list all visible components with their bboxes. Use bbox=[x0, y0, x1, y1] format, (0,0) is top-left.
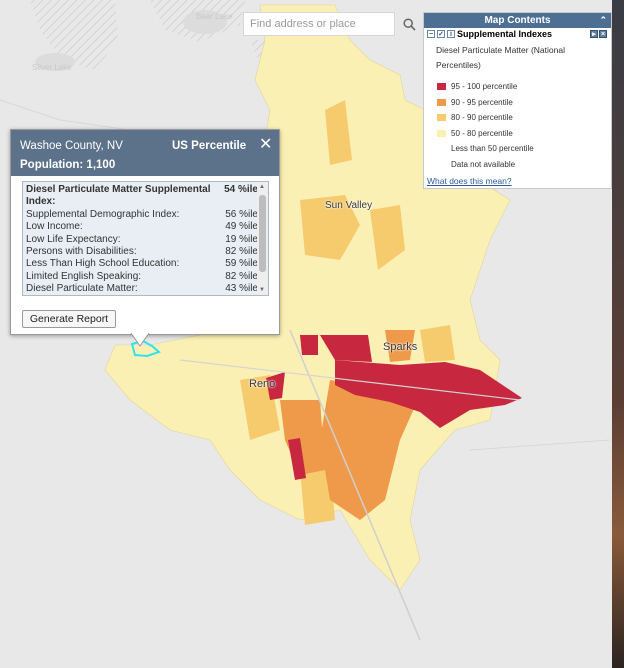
scroll-down-icon[interactable]: ▼ bbox=[259, 287, 265, 293]
popup-row-value: 54 %ile bbox=[224, 184, 258, 195]
remove-layer-icon[interactable]: × bbox=[599, 30, 607, 38]
search-input[interactable]: Find address or place bbox=[243, 12, 395, 36]
close-icon[interactable]: ✕ bbox=[259, 136, 273, 153]
popup-rows: Diesel Particulate Matter Supplemental I… bbox=[26, 184, 258, 295]
scrollbar[interactable]: ▲ ▼ bbox=[257, 182, 268, 295]
region-90-95 bbox=[280, 400, 325, 475]
popup-row: Diesel Particulate Matter Supplemental I… bbox=[26, 184, 258, 209]
legend-item: Less than 50 percentile bbox=[424, 141, 611, 157]
search-button[interactable] bbox=[398, 12, 420, 36]
layer-name: Supplemental Indexes bbox=[457, 29, 553, 39]
region-90-95 bbox=[385, 330, 415, 362]
road bbox=[179, 359, 521, 401]
popup-row-label: Limited English Speaking: bbox=[26, 270, 142, 282]
popup-row: Low Life Expectancy: 19 %ile bbox=[26, 234, 258, 246]
legend-item: 95 - 100 percentile bbox=[424, 79, 611, 95]
map-label-reno: Reno bbox=[249, 378, 276, 390]
legend-item: 80 - 90 percentile bbox=[424, 110, 611, 126]
popup-pointer bbox=[130, 333, 150, 347]
popup-row-value: 43 %ile bbox=[225, 283, 258, 295]
legend-item-label: 90 - 95 percentile bbox=[451, 97, 513, 107]
visibility-checkbox[interactable]: ✓ bbox=[437, 30, 445, 38]
popup-row-label: Less Than High School Education: bbox=[26, 258, 180, 270]
scroll-up-icon[interactable]: ▲ bbox=[259, 184, 265, 190]
popup-row-value: 19 %ile bbox=[225, 233, 258, 245]
legend-item-label: Data not available bbox=[451, 159, 516, 169]
legend-swatch bbox=[437, 114, 446, 122]
popup-row-value: 59 %ile bbox=[225, 258, 258, 270]
region-80-90 bbox=[420, 325, 455, 362]
legend-swatch bbox=[437, 129, 446, 137]
map-label-sparks: Sparks bbox=[383, 341, 418, 353]
lake bbox=[183, 10, 227, 34]
map-label-faint: Silver Lake bbox=[32, 63, 72, 72]
hatched-land bbox=[30, 0, 118, 70]
layer-menu-icon[interactable]: ▸ bbox=[590, 30, 598, 38]
info-icon[interactable]: i bbox=[447, 30, 455, 38]
region-90-95 bbox=[320, 380, 420, 520]
collapse-icon[interactable]: ⌃ bbox=[599, 15, 607, 25]
popup-row-label: Low Income: bbox=[26, 221, 83, 233]
popup-row-label: Persons with Disabilities: bbox=[26, 245, 137, 257]
popup-row-value: 56 %ile bbox=[225, 208, 258, 220]
popup-row: Persons with Disabilities: 82 %ile bbox=[26, 246, 258, 258]
region-80-90 bbox=[300, 465, 335, 525]
map-label-sun-valley: Sun Valley bbox=[325, 200, 373, 211]
popup-row-label: Diesel Particulate Matter: bbox=[26, 283, 138, 295]
region-95-100 bbox=[335, 360, 522, 428]
legend-item: 50 - 80 percentile bbox=[424, 126, 611, 142]
expand-icon[interactable]: − bbox=[427, 30, 435, 38]
popup-row: Diesel Particulate Matter: 43 %ile bbox=[26, 283, 258, 295]
region-95-100 bbox=[266, 372, 285, 400]
popup-county: Washoe County, NV bbox=[20, 140, 123, 152]
region-80-90 bbox=[300, 195, 360, 260]
region-95-100 bbox=[320, 335, 372, 362]
legend-item: Data not available bbox=[424, 157, 611, 173]
road bbox=[0, 99, 131, 131]
what-does-this-mean-link[interactable]: What does this mean? bbox=[427, 176, 512, 186]
legend-swatch bbox=[437, 83, 446, 91]
popup-row: Limited English Speaking: 82 %ile bbox=[26, 271, 258, 283]
map-contents-panel: Map Contents ⌃ − ✓ i Supplemental Indexe… bbox=[423, 12, 612, 189]
legend-item-label: 80 - 90 percentile bbox=[451, 113, 513, 123]
popup-row: Low Income: 49 %ile bbox=[26, 221, 258, 233]
popup-column-header: US Percentile bbox=[172, 140, 247, 152]
legend-item: 90 - 95 percentile bbox=[424, 95, 611, 111]
legend-swatch bbox=[437, 160, 446, 168]
region-80-90 bbox=[370, 205, 405, 270]
layer-row: − ✓ i Supplemental Indexes ▸ × bbox=[424, 28, 611, 40]
legend-item-label: Less than 50 percentile bbox=[451, 144, 534, 154]
legend-subtitle: Diesel Particulate Matter (National Perc… bbox=[436, 45, 565, 70]
popup-row: Less Than High School Education: 59 %ile bbox=[26, 258, 258, 270]
popup-row-value: 82 %ile bbox=[225, 270, 258, 282]
window-edge bbox=[612, 0, 624, 668]
info-popup: Washoe County, NV US Percentile ✕ Popula… bbox=[10, 129, 280, 335]
popup-row-label: Supplemental Demographic Index: bbox=[26, 208, 180, 220]
region-80-90 bbox=[325, 100, 352, 165]
region-95-100 bbox=[288, 438, 306, 480]
scrollbar-thumb[interactable] bbox=[259, 195, 266, 272]
legend-item-label: 50 - 80 percentile bbox=[451, 128, 513, 138]
legend-swatch bbox=[437, 145, 446, 153]
popup-row-label: Low Life Expectancy: bbox=[26, 233, 121, 245]
map-contents-header: Map Contents ⌃ bbox=[424, 13, 611, 28]
popup-header: Washoe County, NV US Percentile ✕ Popula… bbox=[11, 130, 279, 176]
region-95-100 bbox=[300, 335, 318, 355]
popup-population: Population: 1,100 bbox=[20, 159, 116, 171]
popup-row: Supplemental Demographic Index: 56 %ile bbox=[26, 209, 258, 221]
generate-report-button[interactable]: Generate Report bbox=[22, 310, 116, 328]
legend-swatch bbox=[437, 98, 446, 106]
road bbox=[289, 329, 421, 641]
legend-list: 95 - 100 percentile 90 - 95 percentile 80 … bbox=[424, 73, 611, 172]
road bbox=[469, 439, 611, 451]
map-contents-title: Map Contents bbox=[484, 15, 551, 26]
popup-row-label: Diesel Particulate Matter Supplemental I… bbox=[26, 184, 211, 208]
map-label-faint: Bear Lake bbox=[196, 12, 233, 21]
popup-row-value: 82 %ile bbox=[225, 245, 258, 257]
popup-row-value: 49 %ile bbox=[225, 221, 258, 233]
legend-item-label: 95 - 100 percentile bbox=[451, 82, 518, 92]
lake bbox=[35, 53, 75, 71]
popup-scroll-area[interactable]: Diesel Particulate Matter Supplemental I… bbox=[22, 181, 269, 296]
search-icon bbox=[402, 17, 416, 31]
